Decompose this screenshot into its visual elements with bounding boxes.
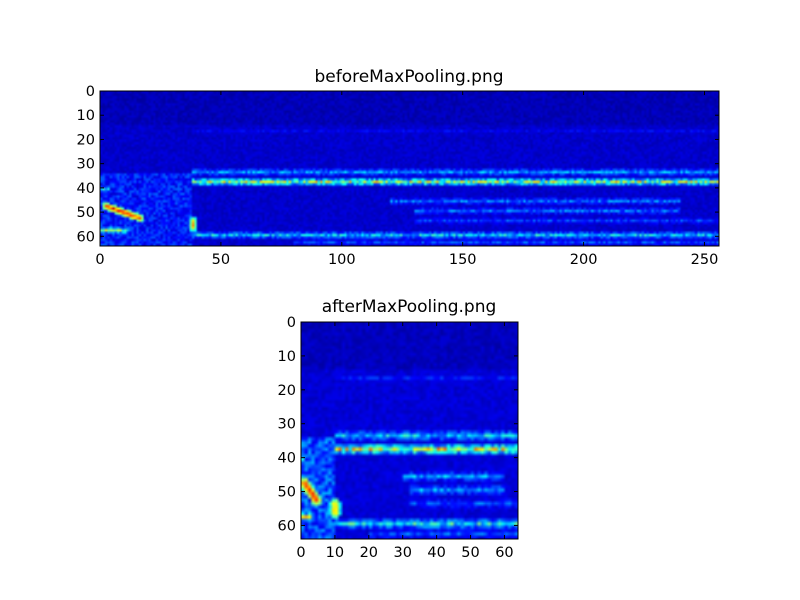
axes-frame bbox=[300, 321, 519, 540]
x-tick-label: 100 bbox=[328, 252, 356, 268]
heatmap-image bbox=[100, 91, 719, 246]
y-tick-label: 60 bbox=[278, 518, 296, 534]
before-max-pooling-chart: 0 50 100 150 200 250 0 10 20 30 40 50 60 bbox=[77, 84, 720, 268]
chart-title: beforeMaxPooling.png bbox=[314, 67, 504, 87]
y-tick-label: 50 bbox=[278, 485, 296, 501]
y-tick-label: 30 bbox=[278, 417, 296, 433]
chart-title: afterMaxPooling.png bbox=[321, 297, 497, 317]
after-max-pooling-chart: 0 10 20 30 40 50 60 0 10 20 30 40 50 60 bbox=[278, 315, 519, 561]
y-tick-label: 20 bbox=[278, 383, 296, 399]
x-tick-label: 250 bbox=[691, 252, 719, 268]
y-tick-label: 40 bbox=[77, 181, 95, 197]
y-tick-label: 0 bbox=[287, 315, 296, 331]
x-tick-label: 20 bbox=[360, 545, 378, 561]
x-tick-label: 50 bbox=[212, 252, 230, 268]
y-tick-label: 20 bbox=[77, 132, 95, 148]
y-tick-label: 30 bbox=[77, 157, 95, 173]
x-tick-label: 200 bbox=[570, 252, 598, 268]
heatmap-image bbox=[301, 322, 518, 539]
y-tick-label: 40 bbox=[278, 451, 296, 467]
x-tick-label: 150 bbox=[449, 252, 477, 268]
x-tick-label: 0 bbox=[95, 252, 104, 268]
x-tick-label: 30 bbox=[393, 545, 411, 561]
x-tick-label: 50 bbox=[461, 545, 479, 561]
y-tick-label: 60 bbox=[77, 229, 95, 245]
x-tick-label: 10 bbox=[326, 545, 344, 561]
axes: 0 50 100 150 200 250 0 10 20 30 40 50 60 bbox=[77, 84, 720, 268]
y-tick-label: 50 bbox=[77, 205, 95, 221]
axes-frame bbox=[99, 90, 720, 247]
x-tick-label: 60 bbox=[495, 545, 513, 561]
y-tick-label: 10 bbox=[278, 349, 296, 365]
y-tick-label: 0 bbox=[86, 84, 95, 100]
x-tick-label: 40 bbox=[427, 545, 445, 561]
y-tick-label: 10 bbox=[77, 108, 95, 124]
x-tick-label: 0 bbox=[296, 545, 305, 561]
